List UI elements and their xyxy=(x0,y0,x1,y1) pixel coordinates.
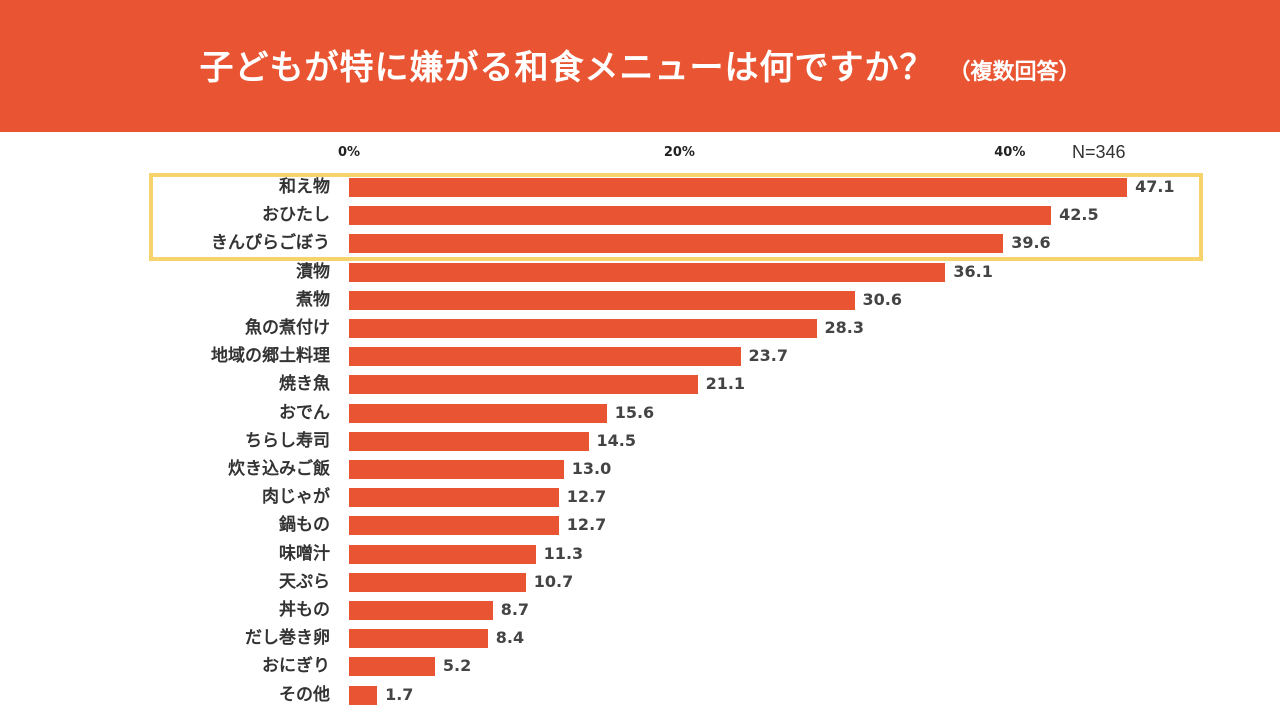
value-label: 11.3 xyxy=(543,543,584,563)
category-label: 丼もの xyxy=(279,600,330,620)
value-label: 39.6 xyxy=(1011,233,1051,253)
category-label: 天ぷら xyxy=(279,571,330,592)
category-label: 漬物 xyxy=(296,261,330,282)
value-label: 42.5 xyxy=(1059,205,1099,225)
bar xyxy=(349,657,435,677)
value-label: 5.2 xyxy=(442,656,472,676)
value-label: 28.3 xyxy=(824,318,864,337)
category-label: ちらし寿司 xyxy=(245,430,330,451)
axis-tick-label: 0% xyxy=(337,145,361,160)
value-label: 47.1 xyxy=(1135,177,1175,196)
highlight-box xyxy=(149,173,1203,261)
category-label: きんぴらごぼう xyxy=(211,233,330,254)
bar xyxy=(349,290,855,310)
bar xyxy=(349,347,741,367)
sample-size-label: N=346 xyxy=(1072,142,1126,162)
title-row: 子どもが特に嫌がる和食メニューは何ですか？ （複数回答） xyxy=(0,40,1280,89)
value-label: 1.7 xyxy=(385,684,414,704)
value-label: 30.6 xyxy=(862,289,902,309)
value-label: 8.7 xyxy=(500,600,530,619)
value-label: 23.7 xyxy=(748,346,788,366)
bar xyxy=(349,629,488,649)
category-label: 焼き魚 xyxy=(279,374,330,395)
axis-tick-label: 20% xyxy=(663,145,695,160)
value-label: 15.6 xyxy=(614,402,655,422)
category-label: おひたし xyxy=(262,205,330,226)
bar xyxy=(349,572,526,592)
value-label: 12.7 xyxy=(566,487,607,507)
value-label: 12.7 xyxy=(566,515,607,535)
bar xyxy=(349,601,493,620)
value-label: 13.0 xyxy=(571,459,612,478)
bar xyxy=(349,685,378,705)
value-label: 10.7 xyxy=(533,571,574,591)
bar xyxy=(349,431,589,451)
bar xyxy=(349,403,607,423)
category-label: 和え物 xyxy=(279,177,330,197)
category-label: 肉じゃが xyxy=(262,487,330,508)
bar xyxy=(349,516,559,536)
category-label: その他 xyxy=(279,684,330,705)
category-label: おでん xyxy=(279,402,330,423)
value-label: 36.1 xyxy=(953,261,993,281)
bar xyxy=(349,206,1052,226)
category-label: 地域の郷土料理 xyxy=(211,346,330,367)
bar xyxy=(349,319,817,338)
bar xyxy=(349,178,1128,197)
value-label: 14.5 xyxy=(596,430,637,450)
category-label: おにぎり xyxy=(262,656,330,677)
category-label: 味噌汁 xyxy=(279,543,330,564)
bar xyxy=(349,544,536,564)
bar xyxy=(349,488,559,508)
bar xyxy=(349,262,946,282)
chart-title: 子どもが特に嫌がる和食メニューは何ですか？ xyxy=(199,48,935,88)
category-label: 煮物 xyxy=(296,289,330,310)
axis-tick-label: 40% xyxy=(994,145,1026,160)
header-banner: 子どもが特に嫌がる和食メニューは何ですか？ （複数回答） xyxy=(0,0,1280,132)
value-label: 8.4 xyxy=(495,628,525,648)
category-label: だし巻き卵 xyxy=(245,628,330,649)
value-label: 21.1 xyxy=(705,374,746,394)
bar xyxy=(349,375,698,395)
category-label: 炊き込みご飯 xyxy=(228,459,330,479)
bar xyxy=(349,460,564,479)
category-label: 魚の煮付け xyxy=(245,318,330,338)
bar xyxy=(349,234,1004,254)
chart-subtitle: （複数回答） xyxy=(948,60,1081,85)
category-label: 鍋もの xyxy=(279,515,330,536)
